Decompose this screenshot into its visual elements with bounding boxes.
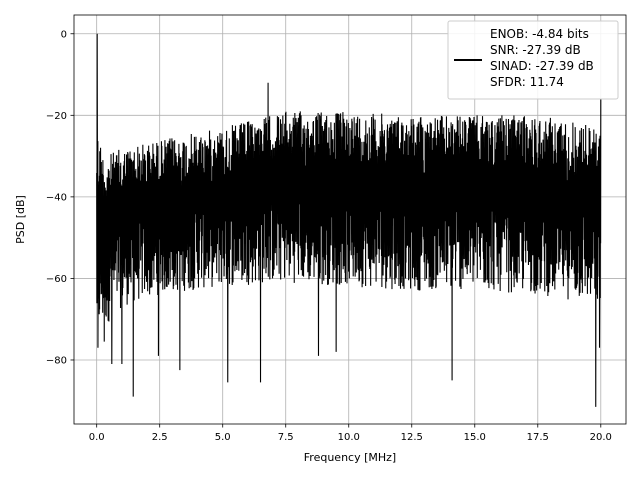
x-tick-label: 5.0 (215, 432, 231, 443)
legend: ENOB: -4.84 bits SNR: -27.39 dB SINAD: -… (447, 20, 619, 100)
y-axis-label: PSD [dB] (14, 195, 27, 244)
legend-box (447, 20, 619, 100)
y-tick-label: −80 (46, 355, 67, 366)
plot-area (96, 33, 602, 407)
x-tick-label: 7.5 (278, 432, 294, 443)
x-tick-label: 17.5 (527, 432, 549, 443)
legend-entry-snr: SNR: -27.39 dB (490, 43, 581, 57)
y-tick-label: 0 (61, 29, 67, 40)
psd-series-line (96, 33, 602, 407)
y-tick-label: −20 (46, 111, 67, 122)
legend-entry-sinad: SINAD: -27.39 dB (490, 59, 594, 73)
legend-entry-sfdr: SFDR: 11.74 (490, 75, 564, 89)
x-tick-label: 10.0 (338, 432, 360, 443)
x-tick-label: 0.0 (89, 432, 105, 443)
x-axis-label: Frequency [MHz] (304, 451, 396, 464)
y-tick-label: −60 (46, 274, 67, 285)
legend-entry-enob: ENOB: -4.84 bits (490, 27, 589, 41)
x-tick-label: 2.5 (152, 432, 168, 443)
y-tick-label: −40 (46, 192, 67, 203)
ticks: 0.0 2.5 5.0 7.5 10.0 12.5 15.0 17.5 20.0 0 −20 −40 −… (46, 29, 612, 443)
axes-frame (73, 14, 627, 425)
x-tick-label: 12.5 (401, 432, 423, 443)
x-tick-label: 20.0 (590, 432, 612, 443)
x-tick-label: 15.0 (464, 432, 486, 443)
